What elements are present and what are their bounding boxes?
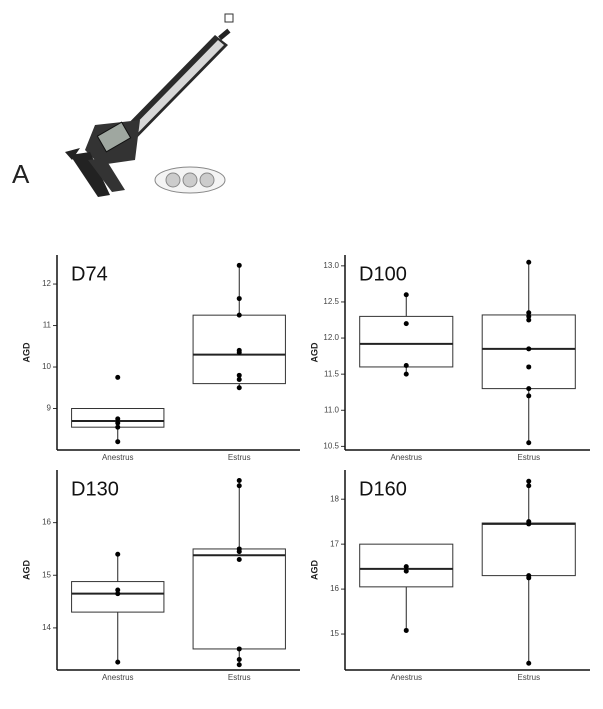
data-point — [526, 364, 532, 370]
data-point — [403, 363, 409, 368]
y-tick-label: 11.5 — [324, 369, 340, 378]
panel-label: A — [12, 159, 30, 189]
data-point — [115, 591, 121, 597]
y-tick-label: 17 — [330, 539, 339, 548]
y-tick-label: 12 — [42, 279, 51, 288]
data-point — [236, 376, 242, 382]
y-tick-label: 14 — [42, 623, 51, 632]
y-tick-label: 16 — [42, 518, 51, 527]
y-tick-label: 9 — [47, 404, 52, 413]
data-point — [403, 321, 409, 327]
chart-title: D160 — [359, 478, 407, 500]
y-tick-label: 15 — [42, 570, 51, 579]
data-point — [526, 310, 532, 316]
x-tick-label: Estrus — [228, 453, 251, 462]
data-point — [236, 656, 242, 662]
data-point — [526, 317, 532, 323]
y-axis-label: AGD — [309, 560, 319, 581]
x-tick-label: Anestrus — [102, 453, 134, 462]
data-point — [236, 646, 242, 652]
data-point — [115, 374, 121, 380]
data-point — [403, 568, 409, 574]
data-point — [526, 660, 532, 666]
data-point — [115, 420, 121, 426]
chart-title: D130 — [71, 478, 119, 500]
data-point — [115, 424, 121, 430]
box — [192, 548, 286, 650]
data-point — [526, 259, 532, 265]
y-tick-label: 16 — [330, 584, 339, 593]
x-tick-label: Anestrus — [390, 453, 422, 462]
data-point — [236, 385, 242, 391]
data-point — [526, 521, 532, 527]
box — [359, 543, 454, 588]
data-point — [526, 386, 532, 392]
y-axis-label: AGD — [21, 560, 31, 581]
data-point — [236, 483, 242, 489]
x-tick-label: Estrus — [517, 673, 540, 682]
x-tick-label: Anestrus — [102, 673, 134, 682]
y-tick-label: 10 — [42, 362, 51, 371]
y-tick-label: 11.0 — [324, 405, 340, 414]
data-point — [403, 292, 409, 298]
y-tick-label: 18 — [330, 494, 339, 503]
data-point — [236, 296, 242, 302]
x-tick-label: Estrus — [517, 453, 540, 462]
data-point — [236, 372, 242, 378]
y-tick-label: 10.5 — [323, 441, 339, 450]
data-point — [115, 551, 121, 557]
data-point — [526, 313, 532, 319]
y-tick-label: 12.0 — [323, 333, 339, 342]
data-point — [236, 350, 242, 355]
data-point — [526, 393, 532, 399]
data-point — [403, 564, 409, 570]
data-point — [526, 346, 532, 352]
data-point — [236, 478, 242, 484]
x-tick-label: Anestrus — [390, 673, 422, 682]
y-tick-label: 11 — [43, 321, 52, 330]
data-point — [115, 587, 121, 593]
data-point — [526, 478, 532, 484]
box — [481, 522, 576, 577]
caliper-photo — [65, 13, 234, 197]
data-point — [236, 312, 242, 318]
data-point — [403, 627, 409, 633]
data-point — [115, 416, 121, 422]
y-axis-label: AGD — [21, 342, 31, 363]
data-point — [236, 556, 242, 562]
chart-title: D100 — [359, 263, 407, 285]
y-axis-label: AGD — [309, 342, 319, 363]
y-tick-label: 12.5 — [323, 297, 339, 306]
data-point — [115, 659, 121, 665]
data-point — [526, 440, 532, 446]
box — [481, 314, 576, 390]
y-tick-label: 15 — [330, 629, 339, 638]
y-tick-label: 13.0 — [323, 261, 339, 270]
data-point — [115, 439, 121, 445]
chart-title: D74 — [71, 263, 108, 285]
data-point — [526, 575, 532, 581]
data-point — [236, 549, 242, 555]
data-point — [526, 483, 532, 489]
box — [71, 581, 165, 613]
data-point — [236, 662, 242, 668]
data-point — [403, 371, 409, 377]
x-tick-label: Estrus — [228, 673, 251, 682]
data-point — [236, 262, 242, 268]
